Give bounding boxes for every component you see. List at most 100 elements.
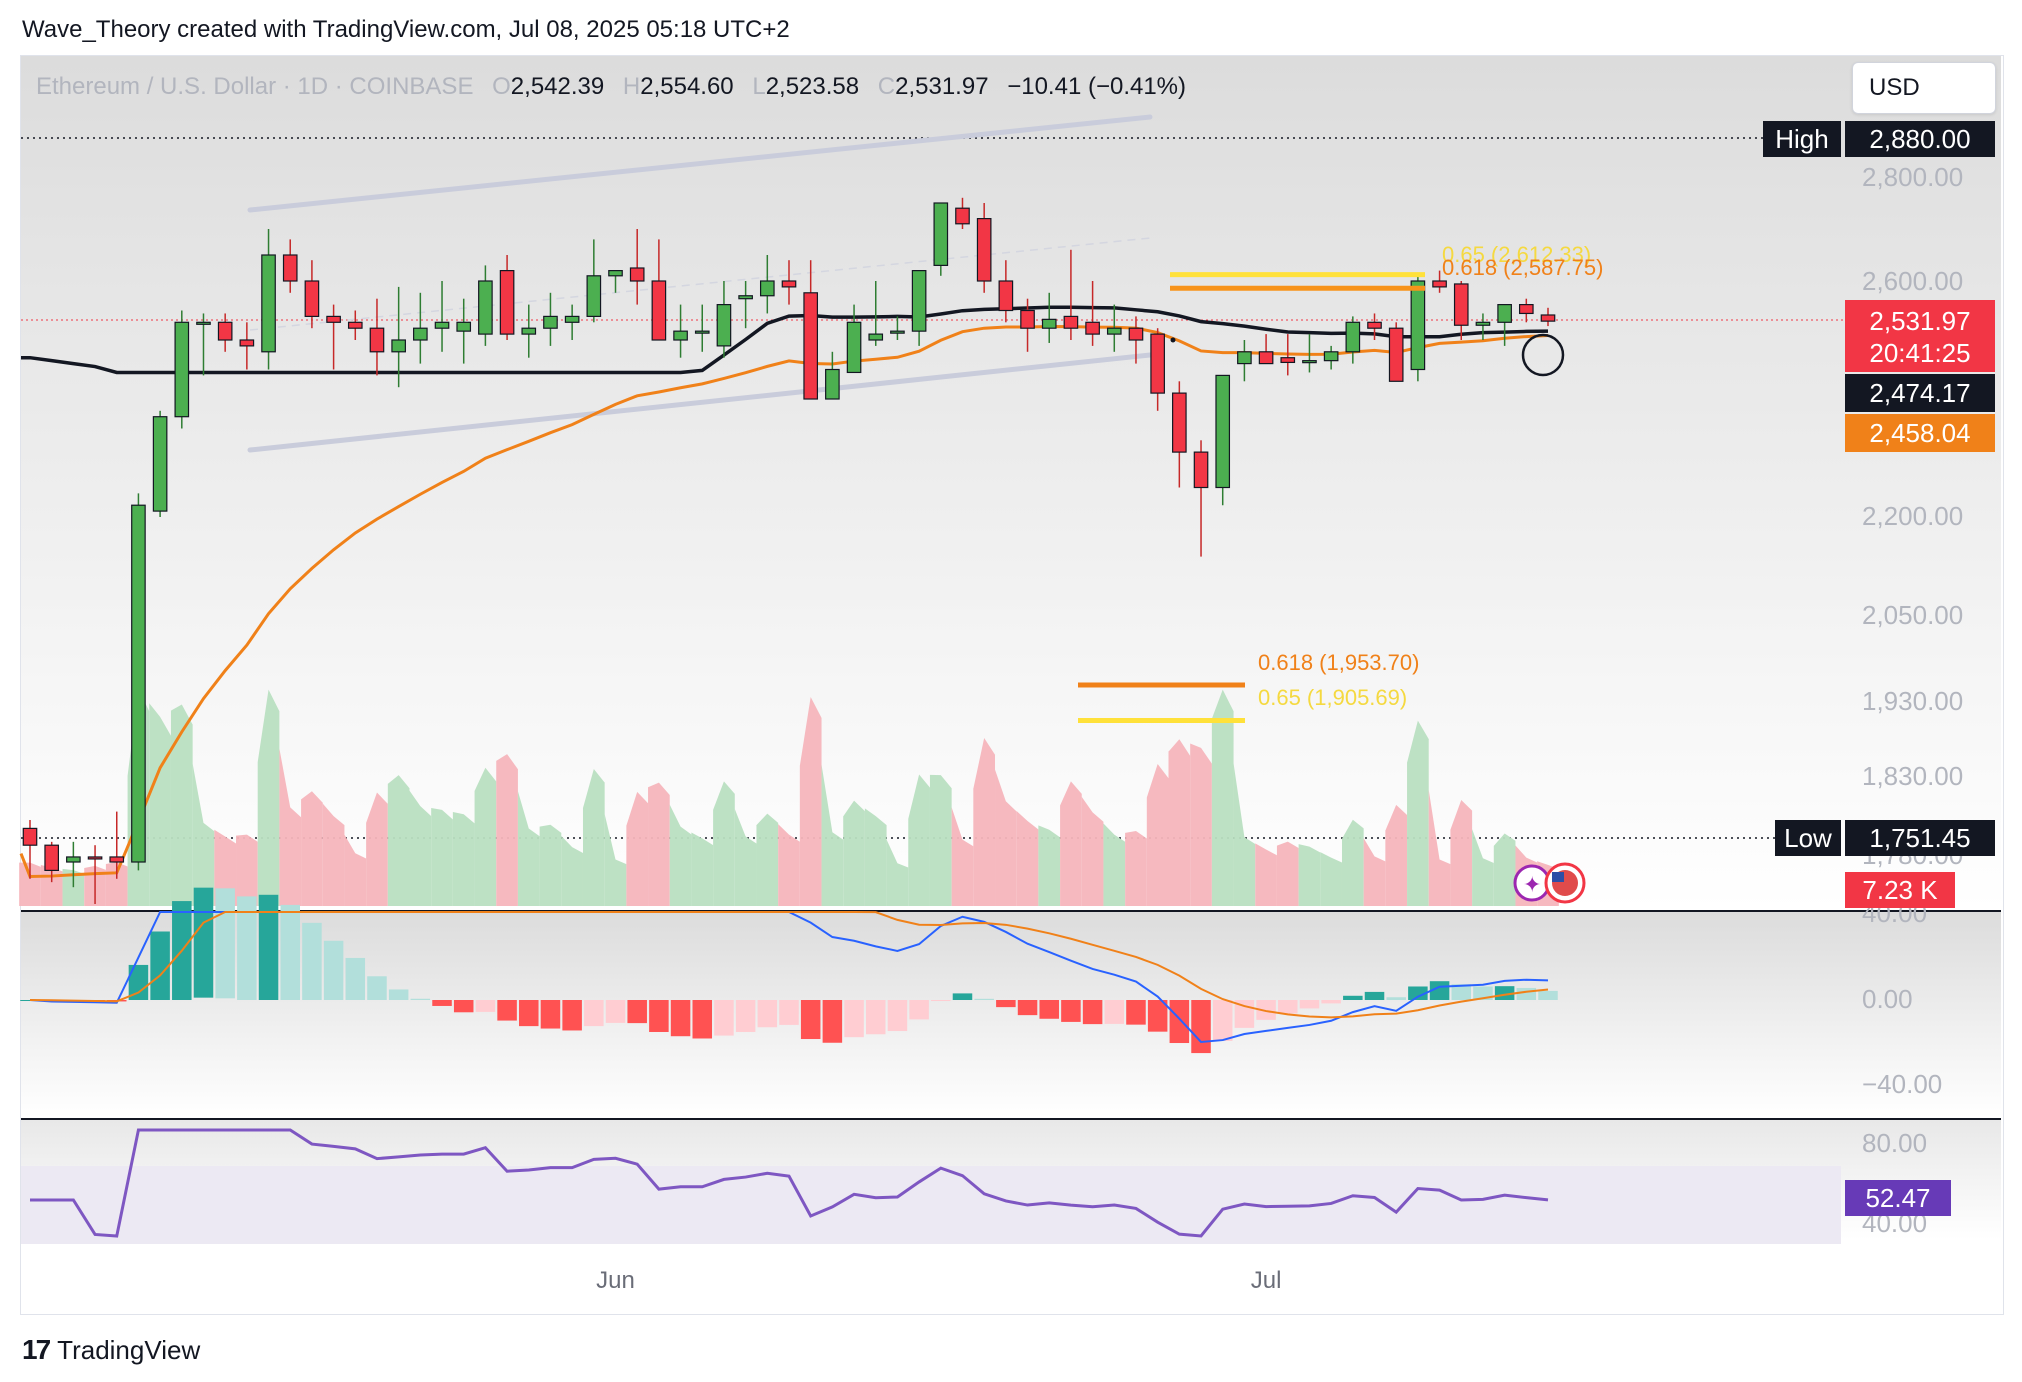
volume-up <box>864 808 887 906</box>
price-tick: 2,800.00 <box>1862 162 1963 192</box>
volume-up <box>149 703 171 906</box>
candle-up <box>586 239 602 323</box>
volume-down <box>214 829 237 906</box>
volume-down <box>1146 764 1169 906</box>
volume-down <box>973 737 996 906</box>
candle-down <box>781 260 797 305</box>
candle-down <box>87 845 103 904</box>
high-value-legend: 2,554.60 <box>640 73 733 100</box>
volume-up <box>561 835 583 906</box>
low-label-text: Low <box>1784 823 1832 853</box>
volume-down <box>236 834 258 906</box>
candle-down <box>1063 249 1079 340</box>
candle-up <box>1410 275 1426 382</box>
macd-bar-negative <box>1017 1000 1038 1016</box>
chart-frame[interactable] <box>20 55 2004 1315</box>
macd-bar-negative <box>865 1000 886 1035</box>
candle-down <box>1280 334 1296 376</box>
macd-bar-negative <box>562 1000 582 1031</box>
candle-down <box>629 229 645 305</box>
candle-down <box>1258 334 1274 365</box>
low-label-box: Low 1,751.45 <box>1775 820 1995 856</box>
macd-indicator <box>20 887 1558 1054</box>
volume-down <box>1450 799 1473 906</box>
macd-bar-negative <box>692 1000 713 1039</box>
volume-down <box>1363 838 1386 906</box>
macd-tick: 0.00 <box>1862 984 1913 1014</box>
macd-bar-positive <box>388 989 409 1000</box>
volume-up <box>192 763 215 906</box>
candle-down <box>1540 307 1556 327</box>
candle-down <box>22 820 38 879</box>
macd-bar-negative <box>1256 1000 1276 1020</box>
macd-bar-negative <box>605 1000 626 1023</box>
macd-bar-negative <box>497 1000 517 1021</box>
macd-bar-negative <box>519 1000 539 1027</box>
macd-bar-negative <box>627 1000 647 1024</box>
candle-down <box>1193 440 1209 557</box>
tradingview-logo[interactable]: 17 TradingView <box>22 1334 200 1366</box>
channel-lower <box>247 352 1153 453</box>
tradingview-mark-icon: 17 <box>22 1334 51 1365</box>
candle-up <box>1475 313 1491 340</box>
open-value: 2,542.39 <box>511 73 604 100</box>
candle-up <box>1041 292 1057 343</box>
macd-bar-negative <box>757 1000 778 1028</box>
candle-up <box>738 281 753 329</box>
low-value: 1,751.45 <box>1869 823 1970 853</box>
macd-tick: −40.00 <box>1862 1069 1942 1099</box>
candle-down <box>304 260 320 329</box>
rsi-tick: 80.00 <box>1862 1128 1927 1158</box>
volume-down <box>1168 739 1191 906</box>
candle-up <box>66 841 81 888</box>
price-axis[interactable]: 2,800.00 2,600.00 2,200.00 2,050.00 1,93… <box>1862 162 1963 870</box>
volume-down <box>366 792 388 906</box>
fib-lower-065-label: 0.65 (1,905.69) <box>1258 685 1407 710</box>
svg-text:✦: ✦ <box>1523 873 1541 898</box>
events-icon[interactable]: ✦ <box>1513 862 1586 904</box>
macd-panel-bg <box>21 912 2001 1118</box>
volume-value: 7.23 K <box>1862 875 1938 905</box>
macd-bar-negative <box>779 1000 799 1025</box>
volume-up <box>756 813 779 906</box>
macd-bar-negative <box>1321 1000 1341 1004</box>
volume-down <box>1081 796 1104 906</box>
macd-bar-negative <box>1169 1000 1190 1044</box>
macd-bar-negative <box>931 1000 951 1001</box>
time-tick-jul: Jul <box>1251 1267 1282 1294</box>
last-price-value: 2,531.97 <box>1869 306 1970 336</box>
chart-attribution: Wave_Theory created with TradingView.com… <box>22 16 790 43</box>
candle-up <box>1302 334 1317 373</box>
volume-up <box>431 808 453 906</box>
currency-selector[interactable]: USD <box>1852 62 1996 114</box>
volume-down <box>279 748 302 906</box>
volume-down <box>778 824 800 906</box>
volume-down <box>1255 843 1277 906</box>
volume-down <box>995 769 1017 906</box>
macd-bar-positive <box>215 888 235 999</box>
candle-up <box>564 304 580 340</box>
macd-bar-negative <box>844 1000 864 1038</box>
volume-up <box>582 768 605 906</box>
macd-bar-positive <box>1343 995 1363 1000</box>
candle-up <box>456 298 472 364</box>
macd-bar-negative <box>649 1000 669 1032</box>
high-label-box: High 2,880.00 <box>1763 121 1995 157</box>
candle-up <box>1345 316 1361 364</box>
rsi-box: 52.47 <box>1845 1180 1951 1216</box>
candle-down <box>1432 270 1447 293</box>
time-axis[interactable]: Jun Jul <box>596 1267 1281 1294</box>
volume-down <box>1276 841 1299 906</box>
small-dot <box>1170 337 1176 343</box>
macd-signal-line <box>29 911 1549 1019</box>
volume-up <box>62 868 85 906</box>
macd-bar-positive <box>1538 990 1558 1000</box>
channel-upper <box>247 114 1153 213</box>
volume-up <box>734 808 757 906</box>
candle-up <box>131 493 146 871</box>
channel-mid <box>249 237 1151 331</box>
macd-bar-positive <box>1386 997 1406 1000</box>
macd-bar-negative <box>453 1000 474 1013</box>
macd-bar-negative <box>475 1000 496 1012</box>
